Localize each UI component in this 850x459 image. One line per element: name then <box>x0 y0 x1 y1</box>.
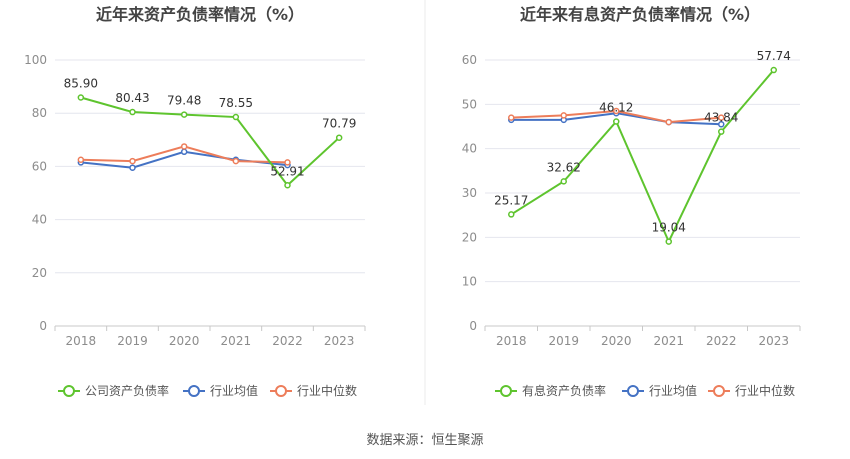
data-point-company <box>718 128 725 135</box>
legend-item-company[interactable]: 公司资产负债率 <box>58 383 169 398</box>
legend-label: 行业中位数 <box>297 383 357 398</box>
source-note: 数据来源：恒生聚源 <box>366 433 483 448</box>
x-tick-label: 2018 <box>496 334 527 348</box>
data-point-industry_median <box>718 114 725 121</box>
data-label: 32.62 <box>547 160 581 174</box>
x-tick-label: 2023 <box>758 334 789 348</box>
data-point-industry_median <box>508 114 515 121</box>
chart-title: 近年来资产负债率情况（%） <box>96 5 304 24</box>
legend-marker-icon <box>275 385 287 397</box>
data-label: 70.79 <box>322 117 356 131</box>
data-point-industry_median <box>560 112 567 119</box>
y-tick-label: 20 <box>32 266 47 280</box>
y-tick-label: 30 <box>462 186 477 200</box>
data-label: 80.43 <box>115 91 149 105</box>
data-label: 78.55 <box>219 96 253 110</box>
data-point-company <box>129 108 136 116</box>
data-point-industry_avg <box>129 164 136 171</box>
interest-bearing-debt-ratio-chart: 近年来有息资产负债率情况（%） 0 10 20 30 40 50 60 2018 2019 2020… <box>462 5 801 398</box>
data-point-industry_median <box>77 156 85 163</box>
data-point-company <box>77 94 85 101</box>
y-tick-label: 0 <box>39 319 47 333</box>
data-point-industry_median <box>232 157 240 165</box>
x-tick-label: 2021 <box>653 334 684 348</box>
data-label: 85.90 <box>64 77 98 91</box>
data-point-company <box>613 118 620 125</box>
data-point-company <box>770 66 777 74</box>
data-label: 57.74 <box>757 49 791 63</box>
y-tick-label: 0 <box>469 319 477 333</box>
x-tick-label: 2020 <box>169 334 200 348</box>
data-point-company <box>335 134 343 141</box>
data-point-company <box>665 238 672 245</box>
debt-ratio-chart: 近年来资产负债率情况（%） 0 20 40 60 80 100 2018 2019 2020 202… <box>24 5 366 398</box>
data-label: 52.91 <box>270 164 304 178</box>
data-label: 43.84 <box>704 111 738 125</box>
legend-label: 行业均值 <box>649 383 697 398</box>
legend-label: 行业中位数 <box>735 383 795 398</box>
y-tick-label: 40 <box>32 213 47 227</box>
y-tick-label: 10 <box>462 275 477 289</box>
x-tick-label: 2023 <box>324 334 355 348</box>
chart-title: 近年来有息资产负债率情况（%） <box>520 5 760 24</box>
y-tick-label: 100 <box>24 53 47 67</box>
data-point-industry_avg <box>718 121 725 128</box>
x-tick-label: 2019 <box>117 334 148 348</box>
legend-item-industry_median[interactable]: 行业中位数 <box>708 383 795 398</box>
y-tick-label: 60 <box>462 53 477 67</box>
y-tick-label: 60 <box>32 159 47 173</box>
series-line-company <box>80 96 340 187</box>
x-tick-label: 2020 <box>601 334 632 348</box>
legend-item-industry_avg[interactable]: 行业均值 <box>622 383 697 398</box>
data-point-company <box>180 111 188 118</box>
data-point-industry_median <box>129 157 136 165</box>
data-point-company <box>560 178 567 185</box>
data-label: 79.48 <box>167 94 201 108</box>
data-point-industry_median <box>665 118 672 126</box>
data-point-industry_median <box>613 107 620 115</box>
legend-item-industry_median[interactable]: 行业中位数 <box>270 383 357 398</box>
legend-marker-icon <box>500 385 512 397</box>
legend-marker-icon <box>63 385 75 397</box>
series-line-company <box>510 69 775 244</box>
legend-item-industry_avg[interactable]: 行业均值 <box>183 383 258 398</box>
legend-label: 有息资产负债率 <box>522 383 606 398</box>
data-label: 19.04 <box>652 221 686 235</box>
legend-item-company[interactable]: 有息资产负债率 <box>495 383 606 398</box>
legend-marker-icon <box>188 385 200 397</box>
data-point-industry_avg <box>180 148 188 156</box>
y-tick-label: 20 <box>462 230 477 244</box>
x-tick-label: 2019 <box>548 334 579 348</box>
legend-marker-icon <box>627 385 639 397</box>
data-point-company <box>508 211 515 218</box>
legend-marker-icon <box>713 385 725 397</box>
data-point-company <box>232 113 240 121</box>
x-tick-label: 2022 <box>706 334 737 348</box>
y-tick-label: 50 <box>462 97 477 111</box>
data-point-industry_median <box>180 143 188 150</box>
y-tick-label: 80 <box>32 106 47 120</box>
x-tick-label: 2021 <box>221 334 252 348</box>
legend-label: 公司资产负债率 <box>85 383 169 398</box>
data-label: 25.17 <box>494 193 528 207</box>
x-tick-label: 2022 <box>272 334 303 348</box>
y-tick-label: 40 <box>462 142 477 156</box>
x-tick-label: 2018 <box>66 334 97 348</box>
legend-label: 行业均值 <box>210 383 258 398</box>
data-point-industry_median <box>284 159 291 166</box>
data-point-company <box>284 182 291 189</box>
data-label: 46.12 <box>599 101 633 115</box>
